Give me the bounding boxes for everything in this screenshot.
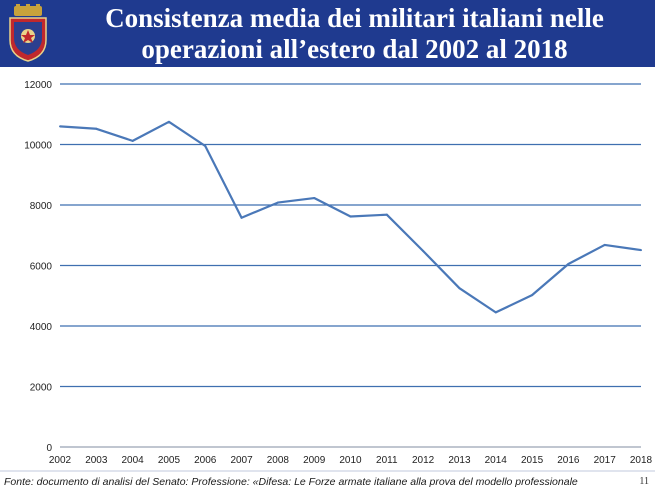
y-tick-label: 4000 [30, 322, 53, 333]
data-point [422, 249, 425, 252]
data-point [313, 197, 316, 200]
y-tick-label: 12000 [24, 80, 52, 91]
data-point [131, 139, 134, 142]
data-point [385, 213, 388, 216]
y-tick-label: 0 [46, 443, 52, 454]
slide-header: Consistenza media dei militari italiani … [0, 0, 655, 67]
data-point [531, 294, 534, 297]
slide-footer: Fonte: documento di analisi del Senato: … [0, 470, 655, 493]
data-point [349, 215, 352, 218]
x-tick-label: 2005 [158, 455, 181, 466]
x-tick-label: 2007 [230, 455, 253, 466]
slide-title-line-2: operazioni all’estero dal 2002 al 2018 [141, 34, 568, 64]
y-axis-ticks: 0 2000 4000 6000 8000 10000 12000 [24, 80, 52, 454]
data-point [240, 216, 243, 219]
gridlines [60, 83, 641, 448]
data-point [204, 145, 207, 148]
y-tick-label: 8000 [30, 201, 53, 212]
page-number: 11 [639, 476, 649, 487]
x-axis-ticks: 2002 2003 2004 2005 2006 2007 2008 2009 2010 2011… [49, 455, 653, 466]
x-tick-label: 2011 [376, 455, 398, 466]
x-tick-label: 2004 [122, 455, 145, 466]
data-point [95, 127, 98, 130]
line-chart: 0 2000 4000 6000 8000 10000 12000 2002 2003 2004… [24, 80, 653, 466]
y-tick-label: 2000 [30, 383, 53, 394]
data-point [567, 262, 570, 265]
data-point [458, 287, 461, 290]
x-tick-label: 2016 [557, 455, 580, 466]
slide-title-line-1: Consistenza media dei militari italiani … [105, 3, 604, 33]
data-point [167, 120, 170, 123]
data-point [59, 125, 61, 128]
x-tick-label: 2010 [339, 455, 362, 466]
data-points [59, 120, 642, 314]
x-tick-label: 2006 [194, 455, 217, 466]
x-tick-label: 2008 [267, 455, 290, 466]
y-tick-label: 6000 [30, 262, 53, 273]
x-tick-label: 2003 [85, 455, 108, 466]
data-point [494, 311, 497, 314]
italian-army-coat-of-arms-icon [9, 4, 47, 62]
data-point [276, 201, 279, 204]
x-tick-label: 2015 [521, 455, 544, 466]
data-point [640, 249, 642, 252]
x-tick-label: 2009 [303, 455, 326, 466]
x-tick-label: 2014 [485, 455, 508, 466]
x-tick-label: 2017 [594, 455, 617, 466]
x-tick-label: 2012 [412, 455, 435, 466]
y-tick-label: 10000 [24, 141, 52, 152]
source-note: Fonte: documento di analisi del Senato: … [4, 476, 578, 488]
x-tick-label: 2018 [630, 455, 653, 466]
x-tick-label: 2002 [49, 455, 72, 466]
x-tick-label: 2013 [448, 455, 471, 466]
data-point [603, 243, 606, 246]
